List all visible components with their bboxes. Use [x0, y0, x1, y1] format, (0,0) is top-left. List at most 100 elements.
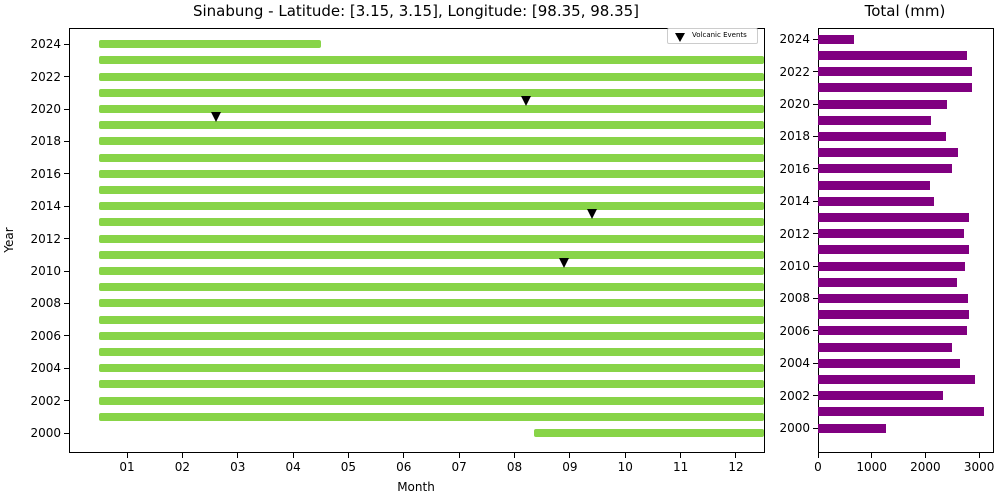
x-tick: [569, 453, 571, 458]
y-tick-label: 2020: [779, 97, 810, 111]
coverage-bar: [99, 40, 321, 49]
y-tick-label: 2018: [30, 134, 61, 149]
y-tick: [64, 173, 69, 175]
y-tick-label: 2000: [779, 421, 810, 435]
total-bar: [818, 50, 968, 60]
y-tick-label: 2002: [30, 393, 61, 408]
legend-label: Volcanic Events: [692, 31, 747, 39]
coverage-bar: [99, 137, 764, 146]
x-tick: [347, 453, 349, 458]
total-bar: [818, 131, 946, 141]
y-tick: [813, 200, 818, 202]
total-bar: [818, 342, 953, 352]
x-tick-label: 0: [814, 460, 822, 474]
x-tick: [624, 453, 626, 458]
coverage-bar: [99, 56, 764, 65]
legend: Volcanic Events: [667, 28, 758, 44]
x-tick-label: 10: [617, 460, 633, 474]
y-tick: [64, 367, 69, 369]
volcanic-event-marker: [210, 112, 221, 123]
x-tick: [292, 453, 294, 458]
total-bar: [818, 212, 969, 222]
y-tick-label: 2010: [30, 264, 61, 278]
total-bar: [818, 115, 931, 125]
x-tick-label: 07: [451, 460, 467, 474]
y-tick: [64, 43, 69, 45]
x-tick-label: 09: [562, 460, 578, 474]
x-tick: [237, 453, 239, 458]
y-tick: [64, 108, 69, 110]
total-bar: [818, 148, 959, 158]
x-tick: [403, 453, 405, 458]
y-tick-label: 2024: [779, 32, 810, 47]
total-bar: [818, 277, 958, 287]
x-tick-label: 1000: [856, 460, 887, 474]
y-tick-label: 2024: [30, 37, 61, 52]
total-bar: [818, 229, 965, 239]
total-bar: [818, 245, 969, 255]
x-tick-label: 03: [230, 460, 246, 474]
x-tick-label: 3000: [963, 460, 995, 474]
x-tick-label: 05: [340, 460, 357, 474]
y-tick: [64, 400, 69, 402]
coverage-bar: [99, 88, 764, 97]
x-tick: [181, 453, 183, 458]
coverage-bar: [99, 396, 764, 405]
total-bar: [818, 83, 973, 93]
x-tick-label: 01: [119, 460, 135, 474]
coverage-bar: [99, 72, 764, 81]
y-tick-label: 2020: [30, 102, 61, 116]
y-tick: [813, 103, 818, 105]
x-tick: [514, 453, 516, 458]
x-tick: [978, 453, 980, 458]
y-tick-label: 2022: [30, 69, 61, 84]
coverage-bar: [99, 315, 764, 324]
timeline-plot-area: [69, 28, 765, 453]
total-bar: [818, 34, 854, 44]
coverage-bar: [99, 202, 764, 211]
coverage-bar: [99, 380, 764, 389]
coverage-bar: [99, 331, 764, 340]
coverage-bar: [99, 234, 764, 243]
y-tick: [813, 265, 818, 267]
x-tick-label: 06: [396, 460, 412, 474]
volcanic-event-marker: [559, 258, 570, 268]
total-bar: [818, 358, 960, 368]
coverage-bar: [533, 429, 764, 437]
y-tick: [813, 233, 818, 235]
x-tick: [680, 453, 682, 458]
x-tick-label: 2000: [910, 460, 941, 474]
total-bar: [818, 180, 931, 190]
y-tick: [64, 76, 69, 78]
total-bar: [818, 310, 969, 320]
y-tick: [813, 168, 818, 170]
x-axis-label: Month: [397, 480, 435, 494]
x-tick-label: 11: [672, 460, 689, 474]
y-tick-label: 2004: [779, 356, 810, 371]
y-tick-label: 2012: [30, 231, 61, 246]
y-tick-label: 2018: [779, 129, 810, 144]
x-tick: [458, 453, 460, 458]
coverage-bar: [99, 348, 764, 356]
y-tick: [813, 427, 818, 429]
coverage-bar: [99, 169, 764, 178]
y-tick: [813, 362, 818, 364]
y-tick: [64, 238, 69, 240]
totals-title: Total (mm): [864, 2, 946, 20]
coverage-bar: [99, 267, 764, 275]
y-axis-label: Year: [2, 227, 16, 253]
y-tick-label: 2014: [30, 199, 61, 214]
total-bar: [818, 196, 934, 206]
y-tick: [64, 205, 69, 207]
y-tick-label: 2010: [779, 259, 810, 273]
y-tick: [813, 395, 818, 397]
x-tick: [817, 453, 819, 458]
coverage-bar: [99, 218, 764, 227]
total-bar: [818, 261, 966, 271]
volcanic-event-marker: [587, 209, 598, 220]
volcanic-event-marker: [520, 96, 531, 106]
total-bar: [818, 391, 944, 401]
total-bar: [818, 423, 886, 433]
total-bar: [818, 164, 953, 174]
coverage-bar: [99, 186, 764, 194]
